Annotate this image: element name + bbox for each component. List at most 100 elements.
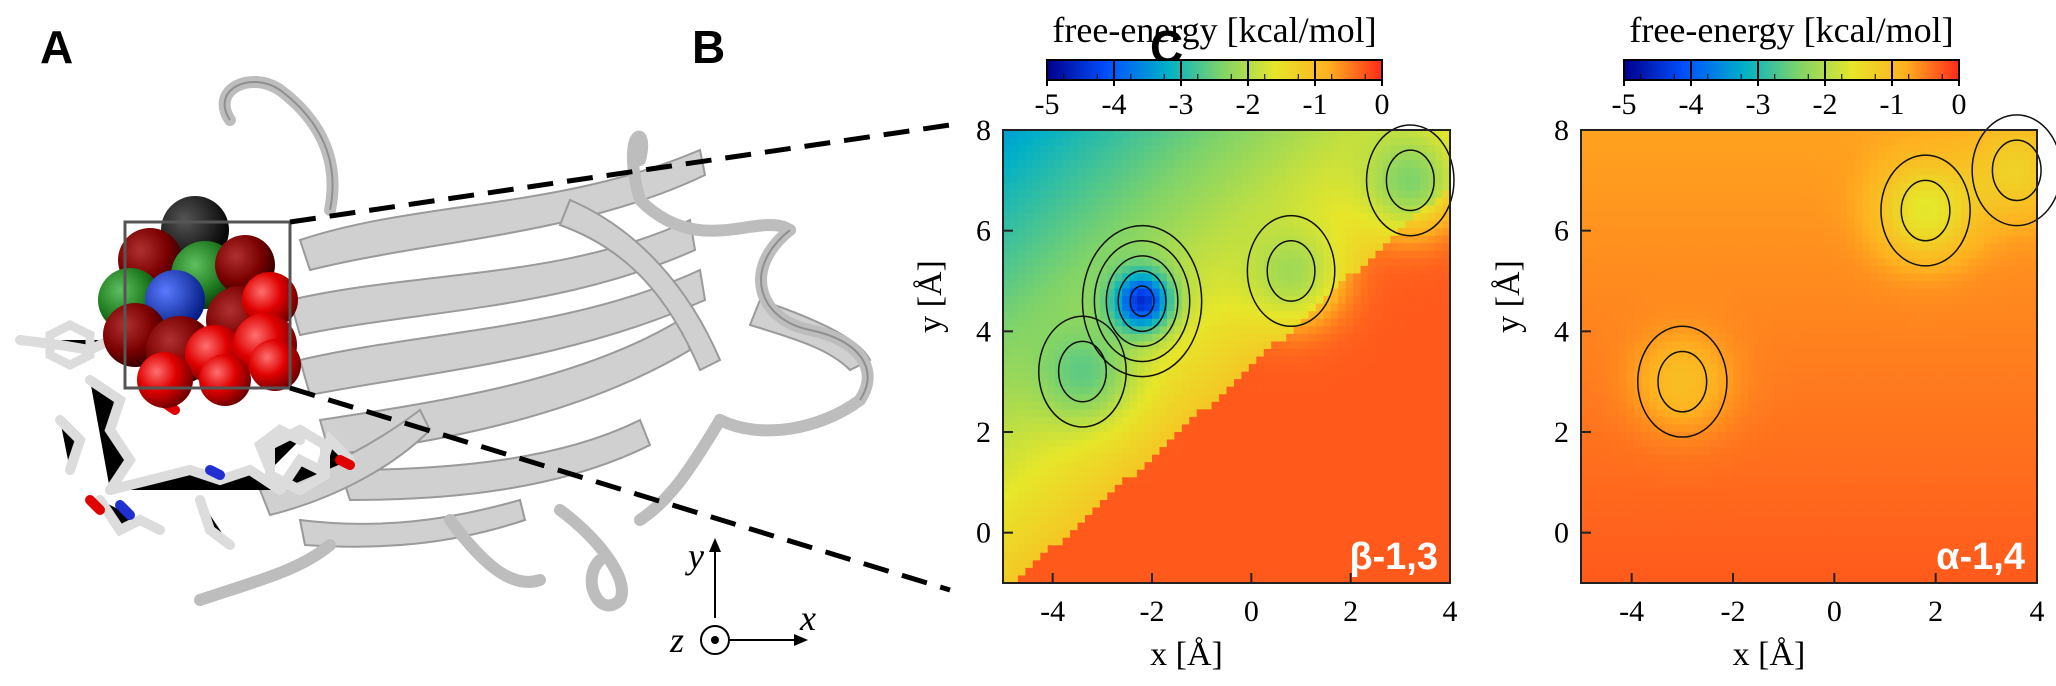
heatmap-cell bbox=[1695, 228, 1704, 237]
heatmap-cell bbox=[1725, 545, 1734, 554]
heatmap-cell bbox=[1687, 401, 1696, 410]
heatmap-cell bbox=[1603, 333, 1612, 342]
heatmap-cell bbox=[1286, 379, 1295, 388]
heatmap-cell bbox=[1204, 130, 1213, 139]
heatmap-cell bbox=[1189, 303, 1198, 312]
heatmap-cell bbox=[1725, 333, 1734, 342]
heatmap-cell bbox=[1122, 288, 1131, 297]
heatmap-cell bbox=[1641, 303, 1650, 312]
heatmap-cell bbox=[1649, 303, 1658, 312]
heatmap-cell bbox=[1649, 567, 1658, 577]
heatmap-cell bbox=[1733, 220, 1742, 229]
heatmap-cell bbox=[1397, 447, 1406, 456]
heatmap-cell bbox=[1003, 462, 1012, 471]
heatmap-cell bbox=[1717, 356, 1726, 365]
heatmap-cell bbox=[1174, 364, 1183, 373]
heatmap-cell bbox=[1702, 265, 1711, 275]
heatmap-cell bbox=[1679, 537, 1688, 546]
heatmap-cell bbox=[1047, 371, 1056, 380]
heatmap-cell bbox=[1017, 167, 1026, 176]
heatmap-cell bbox=[1047, 152, 1056, 161]
heatmap-cell bbox=[1241, 545, 1250, 554]
heatmap-cell bbox=[1241, 416, 1250, 426]
heatmap-cell bbox=[1152, 515, 1161, 524]
heatmap-cell bbox=[1055, 439, 1064, 448]
heatmap-cell bbox=[1062, 137, 1071, 146]
heatmap-cell bbox=[1649, 250, 1658, 259]
heatmap-cell bbox=[1626, 394, 1635, 403]
heatmap-cell bbox=[1301, 401, 1310, 410]
heatmap-cell bbox=[1634, 235, 1643, 244]
heatmap-cell bbox=[1286, 250, 1295, 259]
heatmap-cell bbox=[1435, 318, 1444, 327]
heatmap-cell bbox=[1596, 228, 1605, 237]
heatmap-cell bbox=[1725, 220, 1734, 229]
heatmap-cell bbox=[1435, 492, 1444, 501]
heatmap-cell bbox=[1634, 454, 1643, 463]
heatmap-cell bbox=[1233, 333, 1242, 342]
heatmap-cell bbox=[1308, 130, 1317, 139]
heatmap-cell bbox=[1641, 145, 1650, 154]
heatmap-cell bbox=[1233, 341, 1242, 350]
heatmap-cell bbox=[1025, 401, 1034, 410]
heatmap-cell bbox=[1040, 167, 1049, 176]
heatmap-cell bbox=[1695, 394, 1704, 403]
heatmap-cell bbox=[1137, 484, 1146, 493]
heatmap-cell bbox=[1368, 235, 1377, 244]
heatmap-cell bbox=[1152, 160, 1161, 169]
heatmap-cell bbox=[1733, 364, 1742, 373]
heatmap-cell bbox=[1672, 371, 1681, 380]
heatmap-cell bbox=[1664, 462, 1673, 471]
heatmap-cell bbox=[1695, 296, 1704, 305]
heatmap-cell bbox=[1435, 379, 1444, 388]
heatmap-cell bbox=[1435, 197, 1444, 207]
heatmap-cell bbox=[1092, 469, 1101, 478]
heatmap-cell bbox=[1581, 296, 1590, 305]
heatmap-cell bbox=[1323, 507, 1332, 516]
heatmap-cell bbox=[1181, 197, 1190, 207]
heatmap-cell bbox=[1114, 499, 1123, 509]
heatmap-cell bbox=[1695, 160, 1704, 169]
heatmap-cell bbox=[1166, 484, 1175, 493]
heatmap-cell bbox=[1679, 243, 1688, 252]
heatmap-cell bbox=[1204, 182, 1213, 191]
heatmap-cell bbox=[1263, 515, 1272, 524]
heatmap-cell bbox=[1679, 454, 1688, 463]
heatmap-cell bbox=[1233, 130, 1242, 139]
heatmap-cell bbox=[1427, 160, 1436, 169]
heatmap-cell bbox=[1114, 469, 1123, 478]
heatmap-cell bbox=[1740, 190, 1749, 199]
heatmap-cell bbox=[1733, 341, 1742, 350]
heatmap-cell bbox=[1626, 288, 1635, 297]
heatmap-cell bbox=[1062, 341, 1071, 350]
heatmap-cell bbox=[1152, 552, 1161, 561]
heatmap-cell bbox=[1166, 288, 1175, 297]
heatmap-cell bbox=[1233, 197, 1242, 207]
heatmap-cell bbox=[1353, 243, 1362, 252]
heatmap-cell bbox=[1286, 371, 1295, 380]
heatmap-cell bbox=[1435, 348, 1444, 358]
heatmap-cell bbox=[1017, 205, 1026, 214]
heatmap-cell bbox=[1114, 265, 1123, 275]
heatmap-cell bbox=[1687, 356, 1696, 365]
heatmap-cell bbox=[1360, 530, 1369, 539]
heatmap-cell bbox=[1442, 190, 1451, 199]
heatmap-cell bbox=[1330, 348, 1339, 358]
heatmap-cell bbox=[1725, 530, 1734, 539]
heatmap-cell bbox=[1323, 326, 1332, 335]
heatmap-cell bbox=[1725, 356, 1734, 365]
heatmap-cell bbox=[1181, 182, 1190, 191]
heatmap-cell bbox=[1315, 424, 1324, 433]
heatmap-cell bbox=[1017, 386, 1026, 395]
heatmap-cell bbox=[1241, 152, 1250, 161]
heatmap-cell bbox=[1137, 281, 1146, 290]
heatmap-cell bbox=[1427, 235, 1436, 244]
heatmap-cell bbox=[1687, 567, 1696, 577]
heatmap-cell bbox=[1435, 469, 1444, 478]
heatmap-cell bbox=[1293, 499, 1302, 509]
heatmap-cell bbox=[1114, 409, 1123, 418]
heatmap-cell bbox=[1657, 575, 1666, 584]
heatmap-cell bbox=[1248, 243, 1257, 252]
heatmap-cell bbox=[1649, 394, 1658, 403]
heatmap-cell bbox=[1382, 296, 1391, 305]
